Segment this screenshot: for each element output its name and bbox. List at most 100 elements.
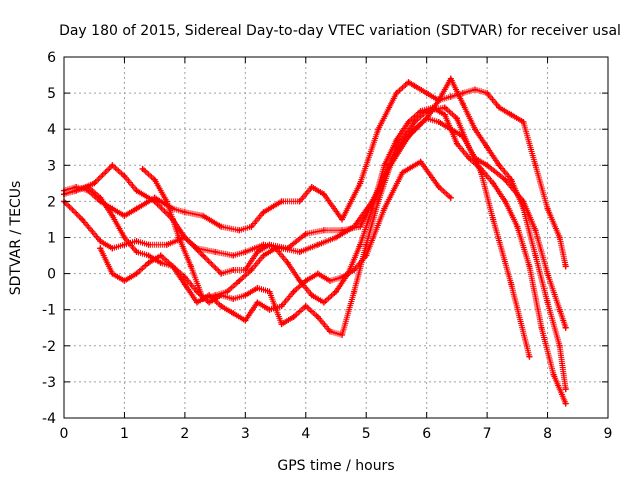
- data-point: [484, 144, 491, 151]
- data-point: [508, 176, 515, 183]
- data-point: [405, 79, 412, 86]
- series-markers: [61, 104, 533, 360]
- data-point: [562, 263, 569, 270]
- data-point: [236, 277, 243, 284]
- data-point: [314, 270, 321, 277]
- data-point: [417, 108, 424, 115]
- data-point: [218, 223, 225, 230]
- data-point: [411, 82, 418, 89]
- data-point: [296, 277, 303, 284]
- y-tick-label: -3: [42, 375, 56, 391]
- data-point: [224, 288, 231, 295]
- data-point: [532, 252, 539, 259]
- y-tick-label: -1: [42, 303, 56, 319]
- x-tick-label: 7: [483, 426, 492, 442]
- data-point: [447, 194, 454, 201]
- data-point: [459, 90, 466, 97]
- data-point: [538, 324, 545, 331]
- x-tick-label: 8: [543, 426, 552, 442]
- data-point: [266, 288, 273, 295]
- data-point: [97, 194, 104, 201]
- data-point: [490, 180, 497, 187]
- data-point: [133, 187, 140, 194]
- data-point: [562, 400, 569, 407]
- data-point: [284, 259, 291, 266]
- data-point: [393, 90, 400, 97]
- data-point: [496, 104, 503, 111]
- series-markers: [97, 158, 454, 324]
- y-tick-label: -2: [42, 339, 56, 355]
- data-point: [556, 306, 563, 313]
- x-tick-label: 4: [301, 426, 310, 442]
- data-point: [85, 183, 92, 190]
- data-point: [320, 191, 327, 198]
- data-point: [387, 162, 394, 169]
- data-point: [157, 259, 164, 266]
- y-tick-label: 4: [47, 122, 56, 138]
- data-point: [145, 252, 152, 259]
- data-point: [320, 299, 327, 306]
- data-point: [556, 342, 563, 349]
- x-axis-label: GPS time / hours: [277, 458, 394, 474]
- data-point: [139, 165, 146, 172]
- data-point: [423, 90, 430, 97]
- data-point: [320, 227, 327, 234]
- data-point: [109, 162, 116, 169]
- data-point: [151, 176, 158, 183]
- series-track-4: [97, 158, 454, 324]
- series-markers: [61, 75, 569, 393]
- data-point: [502, 176, 509, 183]
- data-point: [308, 292, 315, 299]
- data-point: [544, 270, 551, 277]
- y-tick-label: 2: [47, 194, 56, 210]
- data-point: [145, 259, 152, 266]
- data-point: [459, 100, 466, 107]
- data-point: [423, 115, 430, 122]
- data-point: [532, 227, 539, 234]
- data-point: [393, 137, 400, 144]
- data-point: [526, 353, 533, 360]
- data-point: [212, 248, 219, 255]
- data-point: [441, 104, 448, 111]
- x-tick-label: 0: [60, 426, 69, 442]
- data-point: [544, 205, 551, 212]
- data-point: [254, 285, 261, 292]
- data-point: [278, 321, 285, 328]
- y-tick-label: 1: [47, 231, 56, 247]
- data-point: [242, 266, 249, 273]
- data-point: [260, 252, 267, 259]
- data-point: [526, 263, 533, 270]
- data-point: [230, 266, 237, 273]
- data-point: [357, 180, 364, 187]
- data-point: [296, 248, 303, 255]
- data-point: [133, 205, 140, 212]
- data-point: [550, 371, 557, 378]
- data-point: [187, 263, 194, 270]
- axis-ticks: 0 1 2 3 4 5 6 7 8 9 -4 -3 -2 -1 0 1 2 3 4 5 6: [42, 50, 612, 442]
- data-point: [453, 115, 460, 122]
- data-point: [121, 234, 128, 241]
- data-point: [193, 299, 200, 306]
- data-point: [447, 93, 454, 100]
- data-point: [369, 205, 376, 212]
- data-point: [290, 288, 297, 295]
- data-point: [478, 165, 485, 172]
- data-point: [399, 140, 406, 147]
- data-point: [484, 162, 491, 169]
- data-point: [97, 245, 104, 252]
- data-point: [109, 270, 116, 277]
- data-point: [302, 303, 309, 310]
- data-point: [381, 162, 388, 169]
- data-point: [502, 198, 509, 205]
- data-point: [514, 223, 521, 230]
- y-tick-label: 5: [47, 86, 56, 102]
- data-point: [465, 155, 472, 162]
- y-tick-label: -4: [42, 411, 56, 427]
- data-point: [181, 209, 188, 216]
- data-point: [236, 227, 243, 234]
- data-point: [230, 295, 237, 302]
- data-point: [151, 198, 158, 205]
- data-point: [79, 216, 86, 223]
- data-point: [435, 183, 442, 190]
